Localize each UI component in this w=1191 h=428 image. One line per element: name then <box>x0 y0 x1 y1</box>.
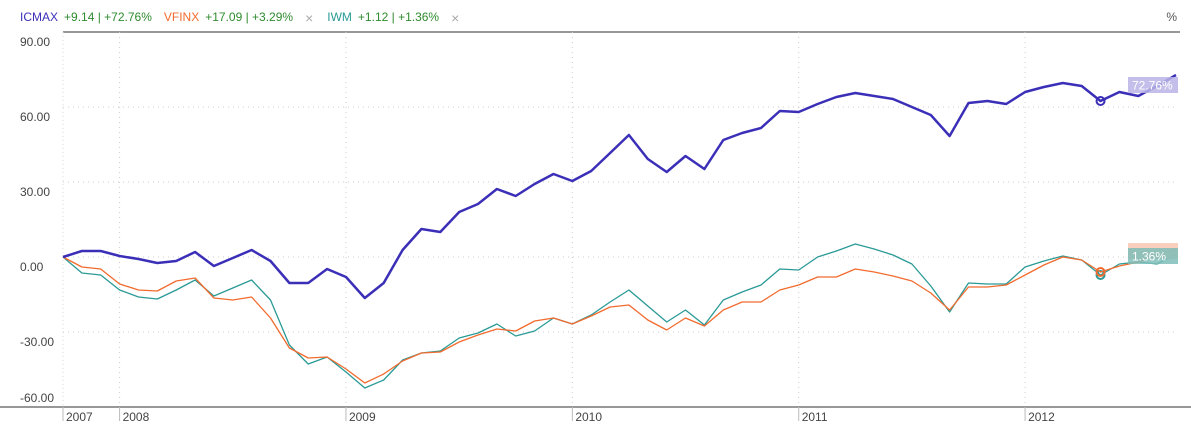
end-label-box-iwm <box>1128 248 1178 264</box>
highlight-marker-vfinx <box>1095 267 1106 277</box>
y-tick-label: 90.00 <box>20 35 50 49</box>
x-tick-label: 2011 <box>802 410 828 424</box>
end-label-box-icmax <box>1128 77 1178 93</box>
end-label-icmax: 72.76% <box>1132 79 1173 93</box>
y-tick-label: 0.00 <box>20 260 44 274</box>
end-label-iwm: 1.36% <box>1132 250 1166 264</box>
y-tick-label: -60.00 <box>20 391 54 405</box>
y-tick-label: 60.00 <box>20 110 50 124</box>
x-tick-label: 2012 <box>1028 410 1055 424</box>
legend-change: +1.12 | +1.36% <box>357 10 440 24</box>
series-line-vfinx <box>62 248 1177 384</box>
series-line-iwm <box>62 243 1177 389</box>
x-tick-label: 2009 <box>349 410 376 424</box>
y-tick-label: 30.00 <box>20 185 50 199</box>
legend-series-vfinx[interactable]: VFINX <box>163 10 200 24</box>
x-tick-label: 2010 <box>575 410 602 424</box>
legend-series-icmax[interactable]: ICMAX <box>20 10 59 24</box>
y-tick-label: -30.00 <box>20 335 54 349</box>
x-tick-label: 2008 <box>123 410 150 424</box>
legend-change: +17.09 | +3.29% <box>205 10 294 24</box>
legend-series-iwm[interactable]: IWM <box>327 10 352 24</box>
highlight-marker-icmax <box>1095 96 1106 106</box>
remove-series-icon[interactable]: × <box>305 10 314 26</box>
remove-series-icon[interactable]: × <box>451 10 460 26</box>
unit-label: % <box>1166 10 1177 24</box>
x-tick-label: 2007 <box>66 410 93 424</box>
series-line-icmax <box>62 73 1177 300</box>
legend-change: +9.14 | +72.76% <box>64 10 152 24</box>
chart-legend: ICMAX +9.14 | +72.76% VFINX +17.09 | +3.29%… <box>20 10 473 26</box>
